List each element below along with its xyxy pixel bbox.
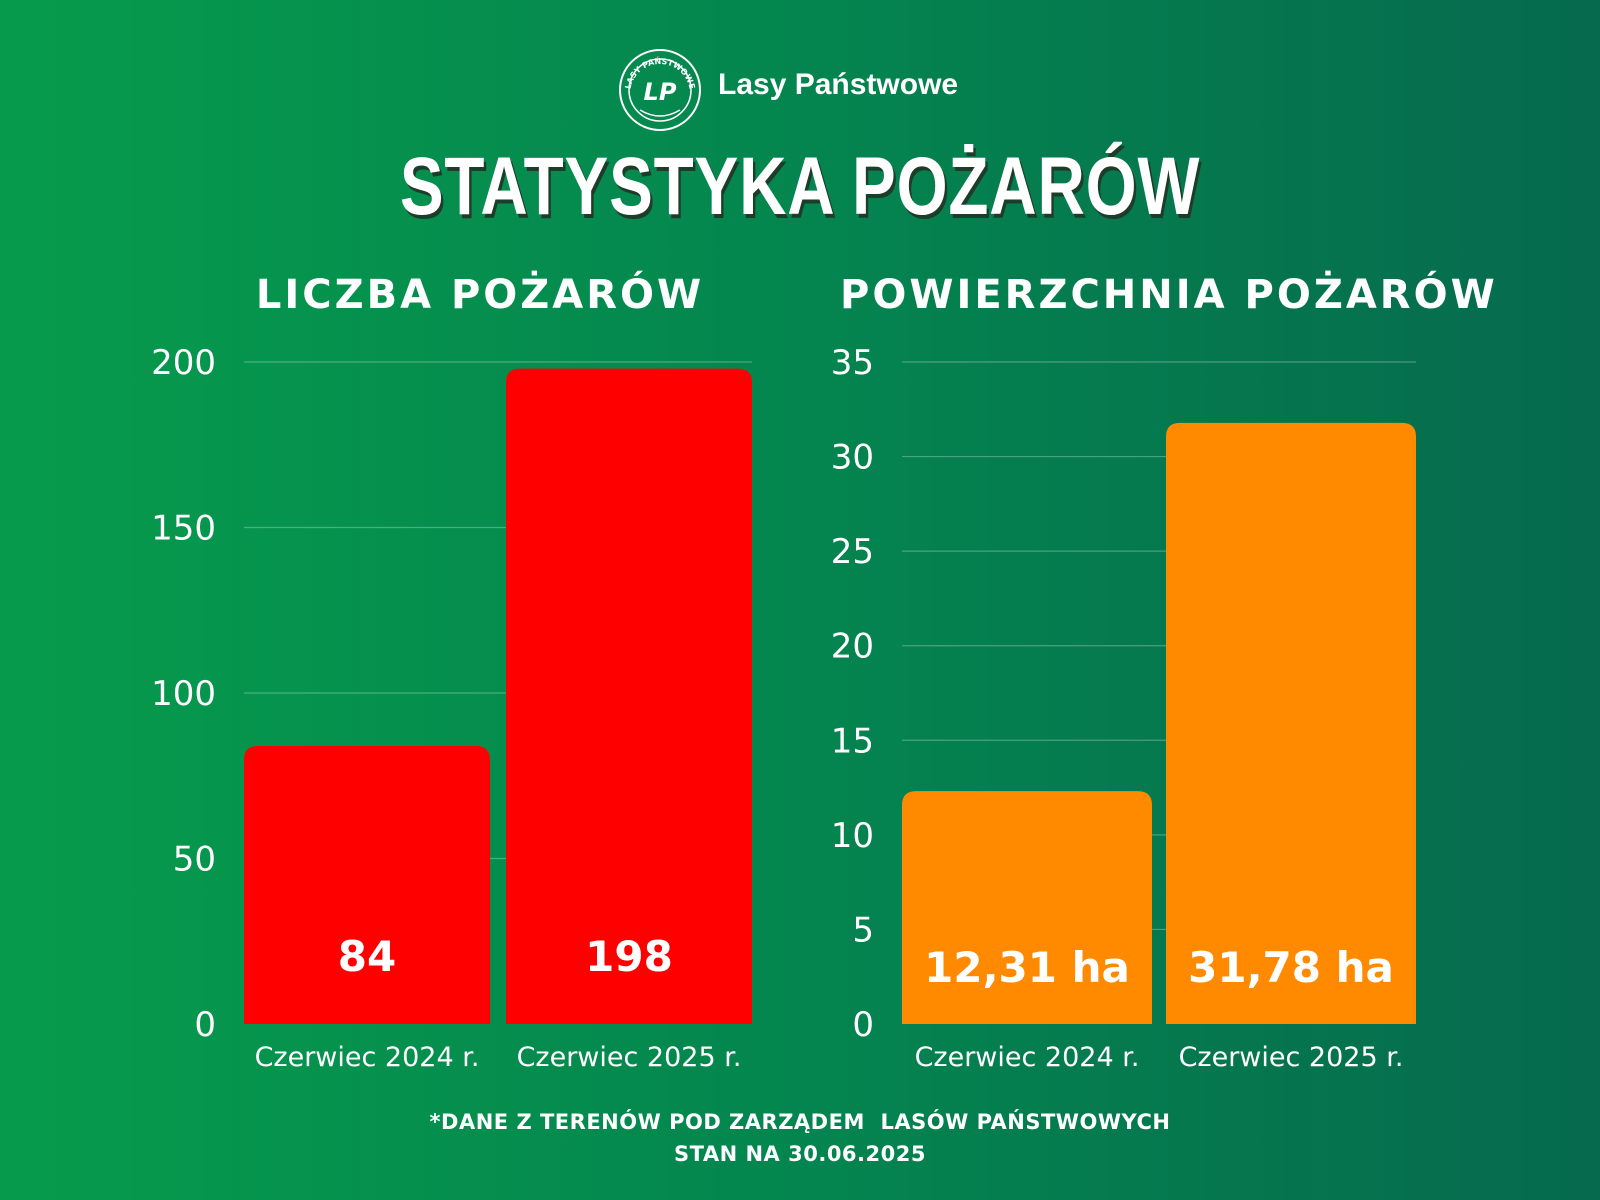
brand-name: Lasy Państwowe [718,68,959,101]
chart2-y-tick-label: 10 [831,816,874,856]
footnote-date: STAN NA 30.06.2025 [674,1142,926,1166]
chart2-y-tick-label: 20 [831,627,874,667]
chart2-y-tick-label: 15 [831,721,874,761]
chart2-data-label: 12,31 ha [924,943,1130,992]
chart2-category-label: Czerwiec 2025 r. [1179,1042,1404,1073]
chart1-y-tick-label: 50 [173,840,216,880]
chart1-category-label: Czerwiec 2024 r. [255,1042,480,1073]
chart2-data-label: 31,78 ha [1188,943,1394,992]
chart2-y-tick-label: 25 [831,532,874,572]
chart2-y-tick-label: 30 [831,438,874,478]
chart1-y-tick-label: 150 [151,509,216,549]
footnote-source: *DANE Z TERENÓW POD ZARZĄDEM LASÓW PAŃST… [429,1110,1171,1134]
chart2-bar [902,791,1152,1024]
chart2-y-tick-label: 35 [831,343,874,383]
chart-title-area: POWIERZCHNIA POŻARÓW [840,272,1498,318]
chart-title-count: LICZBA POŻARÓW [255,272,705,318]
lasy-panstwowe-logo-icon: LASY PAŃSTWOWE LP [619,49,701,131]
chart1-data-label: 84 [338,932,396,981]
page-title: STATYSTYKA POŻARÓW [399,141,1201,232]
chart2-bar [1166,422,1416,1024]
chart1-y-tick-label: 0 [194,1005,216,1045]
chart1-bar [244,745,490,1024]
header: LASY PAŃSTWOWE LP Lasy Państwowe [0,48,1600,131]
svg-text:LP: LP [644,78,677,106]
chart1-y-tick-label: 100 [151,674,216,714]
chart2-category-label: Czerwiec 2024 r. [915,1042,1140,1073]
chart1-category-label: Czerwiec 2025 r. [517,1042,742,1073]
chart1-y-tick-label: 200 [151,343,216,383]
chart1-data-label: 198 [585,932,673,981]
chart2-y-tick-label: 5 [852,910,874,950]
chart1-bar [506,368,752,1024]
chart2-y-tick-label: 0 [852,1005,874,1045]
